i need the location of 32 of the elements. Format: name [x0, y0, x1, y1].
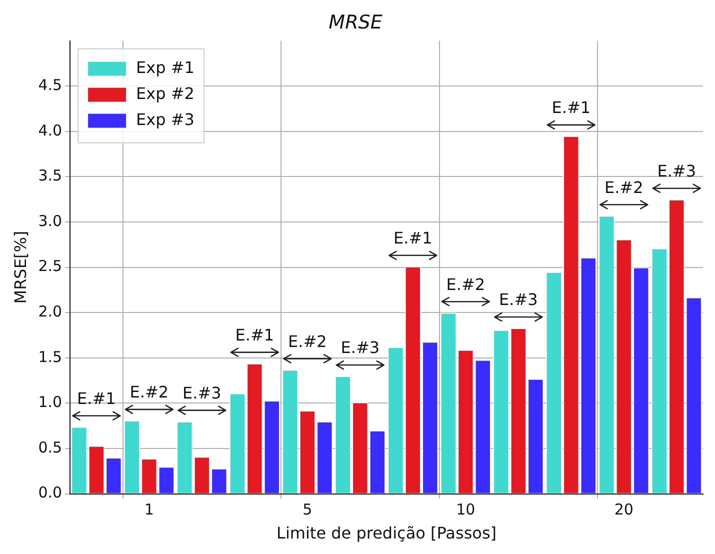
- annotation: E.#2: [288, 332, 327, 351]
- annotation: E.#3: [657, 162, 696, 181]
- legend-label: Exp #3: [136, 110, 194, 129]
- y-tick-label: 2.0: [38, 302, 62, 320]
- x-tick-label: 5: [302, 500, 312, 519]
- annotation: E.#3: [340, 338, 380, 358]
- annotation: E.#2: [130, 382, 169, 402]
- annotation: E.#2: [446, 274, 486, 294]
- y-tick-label: 3.0: [38, 212, 62, 230]
- legend-label: Exp #2: [136, 84, 194, 103]
- y-tick-label: 3.5: [38, 166, 62, 185]
- legend-label: Exp #1: [136, 58, 194, 77]
- y-tick-label: 4.5: [38, 76, 62, 94]
- y-axis-title: MRSE[%]: [10, 230, 30, 304]
- annotation: E.#3: [499, 290, 538, 310]
- y-tick-label: 1.0: [38, 393, 62, 412]
- annotation: E.#1: [552, 98, 591, 118]
- annotation: E.#1: [77, 388, 116, 408]
- y-tick-label: 1.5: [38, 348, 62, 366]
- x-axis-title: Limite de predição [Passos]: [276, 524, 497, 543]
- annotation: E.#1: [235, 325, 274, 344]
- x-tick-label: 20: [614, 500, 634, 519]
- y-tick-label: 4.0: [38, 121, 62, 140]
- annotation: E.#3: [182, 383, 222, 402]
- annotation: E.#1: [394, 228, 432, 248]
- annotation: E.#2: [604, 178, 644, 197]
- x-tick-label: 1: [144, 500, 154, 519]
- chart-title: MRSE: [328, 11, 382, 34]
- y-tick-label: 2.5: [38, 257, 62, 276]
- y-tick-label: 0.0: [38, 484, 62, 502]
- x-tick-label: 10: [456, 500, 476, 519]
- y-tick-label: 0.5: [38, 438, 62, 456]
